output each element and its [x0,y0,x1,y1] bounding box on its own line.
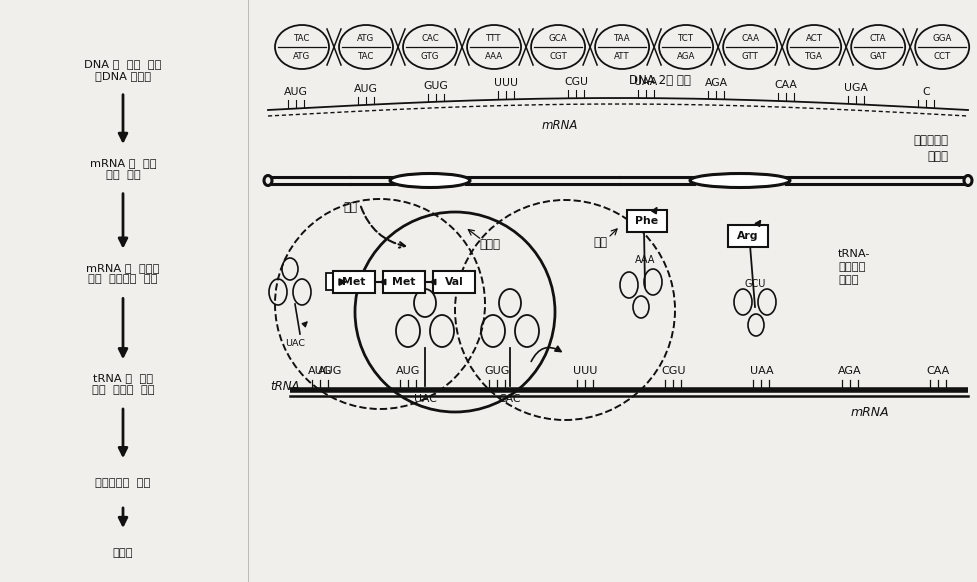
Text: CGT: CGT [549,51,567,61]
Text: UAA: UAA [634,77,657,87]
Text: UGA: UGA [843,83,867,93]
Text: GUG: GUG [423,81,447,91]
Text: Phe: Phe [635,216,658,226]
Text: 리보솜: 리보솜 [479,237,500,250]
Text: ACT: ACT [805,34,822,42]
Text: CAC: CAC [498,394,521,404]
Text: UAC: UAC [284,339,305,348]
Text: ATG: ATG [357,34,374,42]
Text: UUU: UUU [493,79,518,88]
Text: GTG: GTG [420,51,439,61]
Text: Val: Val [445,277,463,287]
Text: CAA: CAA [774,80,796,90]
Text: CCT: CCT [933,51,950,61]
Text: GAT: GAT [869,51,886,61]
Text: AAA: AAA [634,255,655,265]
Text: UUU: UUU [573,366,596,376]
Ellipse shape [390,173,470,187]
Text: Met: Met [342,277,365,287]
Text: AUG: AUG [396,366,420,376]
Text: 단백질: 단백질 [112,548,133,558]
Text: CAA: CAA [741,34,758,42]
Text: mRNA: mRNA [850,406,888,418]
Text: mRNA 가  핵공을
통해  세포질로  이동: mRNA 가 핵공을 통해 세포질로 이동 [86,262,159,285]
Text: DNA 2중 나선: DNA 2중 나선 [628,73,690,87]
FancyBboxPatch shape [626,210,666,232]
Text: GTT: GTT [741,51,758,61]
Text: GGA: GGA [931,34,951,42]
Text: Arg: Arg [737,231,758,241]
Text: tRNA 에  의한
유전  정보의  해독: tRNA 에 의한 유전 정보의 해독 [92,373,154,395]
FancyBboxPatch shape [433,271,475,293]
Text: ATT: ATT [614,51,629,61]
Text: CGU: CGU [564,77,587,87]
Text: TAC: TAC [358,51,374,61]
Text: TAA: TAA [614,34,630,42]
Text: CGU: CGU [660,366,685,376]
Text: tRNA-
아미노산
복합체: tRNA- 아미노산 복합체 [837,249,870,285]
FancyBboxPatch shape [325,273,339,290]
Ellipse shape [690,173,789,187]
Text: 〈세포질〉: 〈세포질〉 [913,133,947,147]
Text: tRNA: tRNA [270,381,299,393]
Text: CAC: CAC [421,34,439,42]
Text: AGA: AGA [676,51,695,61]
Text: AAA: AAA [485,51,502,61]
Text: mRNA: mRNA [541,119,577,132]
Text: TAC: TAC [293,34,310,42]
Text: 폴리펩티드  사슬: 폴리펩티드 사슬 [95,478,150,488]
FancyBboxPatch shape [332,271,374,293]
Text: AGA: AGA [837,366,861,376]
Text: CTA: CTA [869,34,885,42]
Text: C: C [921,87,929,97]
Text: mRNA 로  유전
정보  전사: mRNA 로 유전 정보 전사 [90,158,156,180]
Text: AUG: AUG [308,366,332,376]
Text: GUG: GUG [484,366,509,376]
Text: 핵공: 핵공 [343,201,357,214]
Text: UAA: UAA [748,366,773,376]
Text: 〈핵〉: 〈핵〉 [926,150,947,162]
FancyBboxPatch shape [727,225,767,247]
Text: TCT: TCT [677,34,694,42]
Text: 핵막: 핵막 [592,236,607,249]
Text: TGA: TGA [804,51,823,61]
Text: GCA: GCA [548,34,567,42]
Ellipse shape [264,176,272,186]
Text: TTT: TTT [486,34,501,42]
Text: AUG: AUG [318,366,342,376]
Text: ATG: ATG [293,51,311,61]
Text: UAC: UAC [413,394,436,404]
Ellipse shape [963,176,971,186]
Text: Met: Met [392,277,415,287]
Text: AUG: AUG [283,87,308,98]
Text: CAA: CAA [925,366,949,376]
Text: AUG: AUG [354,84,377,94]
Text: GCU: GCU [743,279,765,289]
Text: AGA: AGA [703,78,727,88]
FancyBboxPatch shape [383,271,425,293]
Text: DNA 의  유전  정보
（DNA 코드）: DNA 의 유전 정보 （DNA 코드） [84,59,161,81]
